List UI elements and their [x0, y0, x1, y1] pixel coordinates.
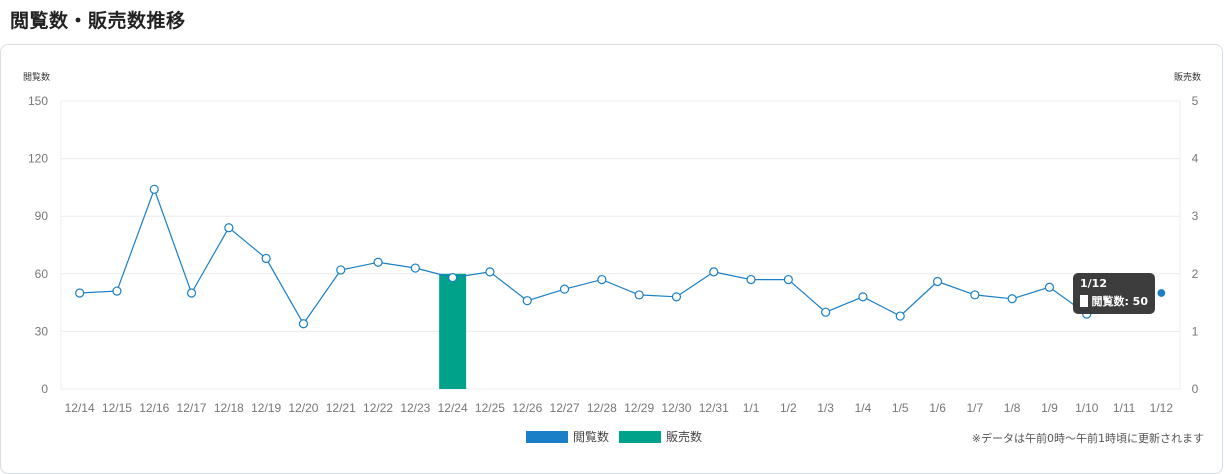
point-views[interactable] — [410, 263, 420, 273]
x-tick-label: 1/10 — [1075, 401, 1099, 415]
point-views[interactable] — [559, 284, 570, 294]
y2-tick-label: 4 — [1192, 152, 1199, 166]
tooltip-color-box — [1080, 295, 1089, 307]
point-views[interactable] — [261, 253, 271, 264]
chart-tooltip: 1/12 閲覧数: 50 — [1073, 273, 1155, 314]
point-views[interactable] — [112, 286, 122, 296]
update-note: ※データは午前0時〜午前1時頃に更新されます — [971, 432, 1204, 445]
y-axis-title: 閲覧数 — [23, 71, 50, 83]
x-tick-label: 1/2 — [780, 401, 797, 415]
point-views[interactable] — [485, 267, 495, 277]
y-tick-label: 150 — [28, 94, 48, 108]
point-views[interactable] — [75, 288, 85, 298]
point-views[interactable] — [522, 296, 532, 306]
x-tick-label: 12/19 — [251, 401, 281, 415]
point-views[interactable] — [149, 184, 159, 194]
x-tick-label: 12/27 — [550, 401, 580, 415]
y-tick-label: 0 — [41, 382, 48, 396]
y2-tick-label: 3 — [1192, 209, 1199, 223]
point-views[interactable] — [186, 288, 197, 298]
x-tick-label: 12/29 — [624, 401, 654, 415]
point-views[interactable] — [1044, 282, 1055, 292]
x-tick-label: 1/8 — [1004, 401, 1021, 415]
legend-swatch — [619, 430, 662, 443]
x-tick-label: 12/25 — [475, 401, 505, 415]
y-tick-label: 30 — [35, 324, 49, 338]
point-views[interactable] — [671, 292, 682, 302]
y2-tick-label: 1 — [1192, 324, 1199, 338]
legend-item-sales[interactable]: 販売数 — [619, 428, 702, 445]
y-tick-label: 120 — [28, 152, 48, 166]
x-tick-label: 12/16 — [139, 401, 169, 415]
point-views[interactable] — [932, 276, 943, 287]
x-tick-label: 12/26 — [512, 401, 542, 415]
legend-label: 販売数 — [666, 430, 703, 444]
x-tick-label: 1/6 — [929, 401, 946, 415]
legend-label: 閲覧数 — [573, 430, 610, 444]
point-views[interactable] — [597, 274, 607, 285]
axis-layer: 0 30 60 90 120 150 0 1 2 3 4 5 12/14 12/15 12/16 12/17 1… — [28, 94, 1199, 415]
x-tick-label: 12/18 — [214, 401, 244, 415]
legend-item-views[interactable]: 閲覧数 — [526, 428, 609, 445]
point-views[interactable] — [821, 307, 831, 317]
legend-swatch — [526, 430, 568, 443]
tooltip-title: 1/12 — [1080, 277, 1107, 290]
point-views[interactable] — [298, 319, 309, 329]
page-title: 閲覧数・販売数推移 — [10, 10, 186, 32]
x-tick-label: 12/20 — [288, 401, 318, 415]
x-tick-label: 1/3 — [817, 401, 834, 415]
x-tick-label: 1/11 — [1113, 401, 1136, 415]
y-tick-label: 90 — [35, 209, 49, 223]
x-tick-label: 12/15 — [102, 401, 132, 415]
x-tick-label: 12/31 — [699, 401, 729, 415]
line-layer — [75, 184, 1167, 329]
y2-tick-label: 0 — [1192, 382, 1199, 396]
x-tick-label: 1/12 — [1150, 401, 1174, 415]
x-tick-label: 1/7 — [967, 401, 984, 415]
grid-layer — [60, 100, 1181, 390]
point-views[interactable] — [336, 265, 346, 275]
y2-axis-title: 販売数 — [1174, 71, 1201, 83]
x-tick-label: 1/9 — [1041, 401, 1058, 415]
point-views[interactable] — [1007, 294, 1017, 304]
point-views[interactable] — [746, 274, 756, 285]
point-views[interactable] — [448, 273, 458, 283]
y-tick-label: 60 — [35, 267, 49, 281]
x-tick-label: 12/28 — [587, 401, 617, 415]
x-tick-label: 12/22 — [363, 401, 393, 415]
x-tick-label: 1/5 — [892, 401, 909, 415]
tooltip-row: 閲覧数: 50 — [1080, 293, 1148, 309]
point-views[interactable] — [895, 311, 905, 321]
point-views-active[interactable] — [1156, 287, 1167, 299]
x-tick-label: 1/1 — [743, 401, 760, 415]
x-tick-label: 12/23 — [400, 401, 430, 415]
y2-tick-label: 2 — [1192, 267, 1199, 281]
tooltip-text: 閲覧数: 50 — [1091, 295, 1148, 308]
bar-layer — [439, 273, 467, 389]
x-tick-label: 12/30 — [661, 401, 691, 415]
point-views[interactable] — [224, 223, 234, 233]
point-views[interactable] — [373, 257, 383, 267]
y2-tick-label: 5 — [1192, 94, 1199, 108]
point-views[interactable] — [858, 292, 868, 302]
x-tick-label: 12/14 — [65, 401, 95, 415]
legend: 閲覧数 販売数 — [526, 428, 712, 445]
x-tick-label: 12/17 — [177, 401, 207, 415]
point-views[interactable] — [634, 290, 644, 300]
point-views[interactable] — [970, 290, 980, 300]
bar-sales[interactable] — [439, 273, 467, 389]
x-tick-label: 12/21 — [326, 401, 356, 415]
point-views[interactable] — [783, 274, 793, 285]
x-tick-label: 12/24 — [438, 401, 468, 415]
line-views — [80, 189, 1162, 323]
point-views[interactable] — [709, 267, 719, 277]
x-tick-label: 1/4 — [855, 401, 872, 415]
